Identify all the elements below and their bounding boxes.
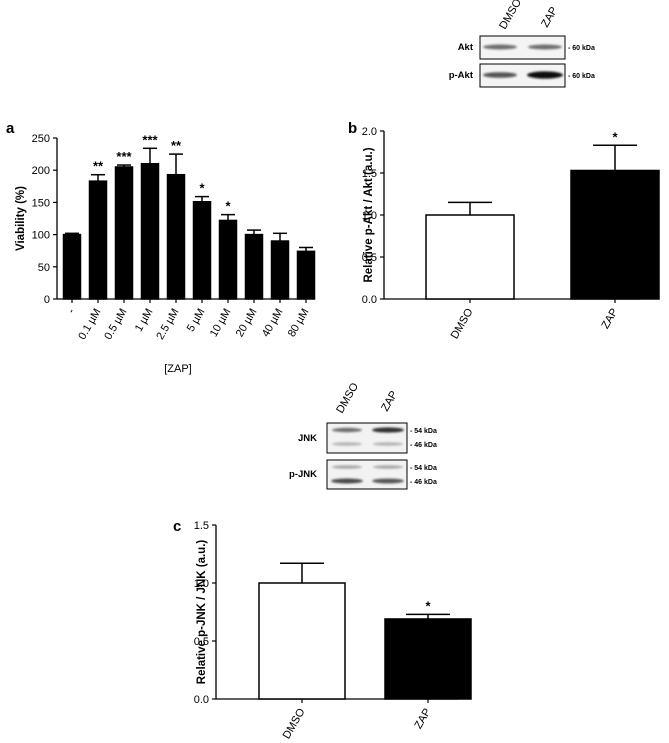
bar xyxy=(296,250,316,300)
jnk-blot-col-zap: ZAP xyxy=(379,389,400,414)
akt-blot-marker-akt: - 60 kDa xyxy=(568,45,595,52)
x-tick-label: ZAP xyxy=(600,307,621,332)
jnk-blot-marker-46a: - 46 kDa xyxy=(410,442,437,449)
jnk-blot: DMSO ZAP JNK - 54 kDa - 46 kDa p-JNK - 5… xyxy=(289,381,437,490)
y-tick-label: 0.0 xyxy=(194,694,209,706)
significance-label: ** xyxy=(93,159,104,174)
pjnk46-band-zap xyxy=(372,478,404,484)
chart-c-pjnk-ratio: 0.0 0.5 1.0 1.5 DMSO * ZAP Relative p-JNK / JNK… xyxy=(194,520,472,741)
akt-blot: DMSO ZAP Akt - 60 kDa p-Akt - 60 kDa xyxy=(449,0,595,88)
jnk-blot-marker-46b: - 46 kDa xyxy=(410,479,437,486)
y-tick-label: 250 xyxy=(32,133,50,145)
x-tick-label: 1 µM xyxy=(133,307,156,334)
jnk-blot-row-pjnk: p-JNK xyxy=(289,469,317,480)
akt-blot-frame-akt xyxy=(479,35,566,60)
y-tick-label: 0.5 xyxy=(362,252,377,264)
x-tick-label: - xyxy=(65,306,77,315)
x-tick-label: 20 µM xyxy=(234,307,260,340)
akt-blot-frame-pakt xyxy=(479,63,566,88)
x-tick-label: 80 µM xyxy=(286,307,312,340)
bar xyxy=(570,169,660,300)
panel-label-a: a xyxy=(6,120,15,137)
y-tick-label: 50 xyxy=(38,262,50,274)
jnk-blot-row-jnk: JNK xyxy=(298,433,317,444)
y-tick-label: 0 xyxy=(44,294,50,306)
akt-blot-marker-pakt: - 60 kDa xyxy=(568,73,595,80)
significance-label: *** xyxy=(142,132,158,147)
jnk54-band-dmso xyxy=(332,427,362,433)
jnk-blot-marker-54b: - 54 kDa xyxy=(410,465,437,472)
akt-blot-row-akt: Akt xyxy=(458,42,474,53)
y-tick-label: 1.0 xyxy=(194,578,209,590)
x-tick-label: 0.1 µM xyxy=(76,307,103,342)
pjnk46-band-dmso xyxy=(331,478,363,484)
y-axis-label: Relative p-JNK / JNK (a.u.) xyxy=(196,540,208,685)
pjnk54-band-zap xyxy=(373,465,403,469)
bar xyxy=(140,163,160,300)
y-tick-label: 1.5 xyxy=(194,520,209,532)
x-tick-label: 2.5 µM xyxy=(154,307,181,342)
bar xyxy=(425,214,515,300)
significance-label: ** xyxy=(171,138,182,153)
bar xyxy=(244,233,264,300)
y-tick-label: 1.5 xyxy=(362,168,377,180)
y-tick-label: 2.0 xyxy=(362,126,377,138)
bar xyxy=(384,618,472,700)
x-tick-label: DMSO xyxy=(281,706,308,741)
y-tick-label: 150 xyxy=(32,197,50,209)
bar xyxy=(192,201,212,300)
x-tick-label: 10 µM xyxy=(208,307,234,340)
pakt-band-zap xyxy=(527,71,563,79)
bar xyxy=(218,219,238,300)
y-tick-label: 200 xyxy=(32,165,50,177)
akt-band-zap xyxy=(528,44,562,50)
jnk46-band-dmso xyxy=(332,442,362,446)
pjnk54-band-dmso xyxy=(332,465,362,469)
bar xyxy=(270,240,290,300)
y-tick-label: 1.0 xyxy=(362,210,377,222)
y-tick-label: 0.0 xyxy=(362,294,377,306)
y-tick-label: 100 xyxy=(32,230,50,242)
bar xyxy=(258,582,346,700)
jnk54-band-zap xyxy=(372,427,404,433)
bar xyxy=(114,166,134,300)
akt-blot-col-zap: ZAP xyxy=(539,5,560,30)
y-tick-label: 0.5 xyxy=(194,636,209,648)
x-axis-label: [ZAP] xyxy=(164,363,192,375)
significance-label: * xyxy=(612,129,618,144)
akt-blot-col-dmso: DMSO xyxy=(497,0,524,32)
pakt-band-dmso xyxy=(483,72,517,78)
panel-label-c: c xyxy=(173,518,181,535)
significance-label: * xyxy=(425,598,431,613)
jnk-blot-frame-jnk xyxy=(326,422,408,454)
chart-b-pakt-ratio: 0.0 0.5 1.0 1.5 2.0 DMSO * ZAP Relative p-Akt / … xyxy=(362,126,660,341)
akt-band-dmso xyxy=(483,44,517,50)
significance-label: * xyxy=(199,181,205,196)
x-tick-label: 0.5 µM xyxy=(102,307,129,342)
akt-blot-row-pakt: p-Akt xyxy=(449,70,474,81)
x-tick-label: 40 µM xyxy=(260,307,286,340)
panel-label-b: b xyxy=(348,120,357,137)
y-axis-label: Relative p-Akt / Akt (a.u.) xyxy=(363,147,375,282)
significance-label: *** xyxy=(116,149,132,164)
x-tick-label: 5 µM xyxy=(185,307,208,334)
significance-label: * xyxy=(225,199,231,214)
bar xyxy=(166,173,186,300)
x-tick-label: DMSO xyxy=(449,306,476,341)
bar xyxy=(88,180,108,300)
jnk-blot-marker-54a: - 54 kDa xyxy=(410,428,437,435)
jnk-blot-col-dmso: DMSO xyxy=(334,381,361,416)
jnk46-band-zap xyxy=(373,442,403,446)
bar xyxy=(62,233,82,300)
jnk-blot-frame-pjnk xyxy=(326,459,408,490)
y-axis-label: Viability (%) xyxy=(15,186,27,251)
x-tick-label: ZAP xyxy=(413,707,434,732)
